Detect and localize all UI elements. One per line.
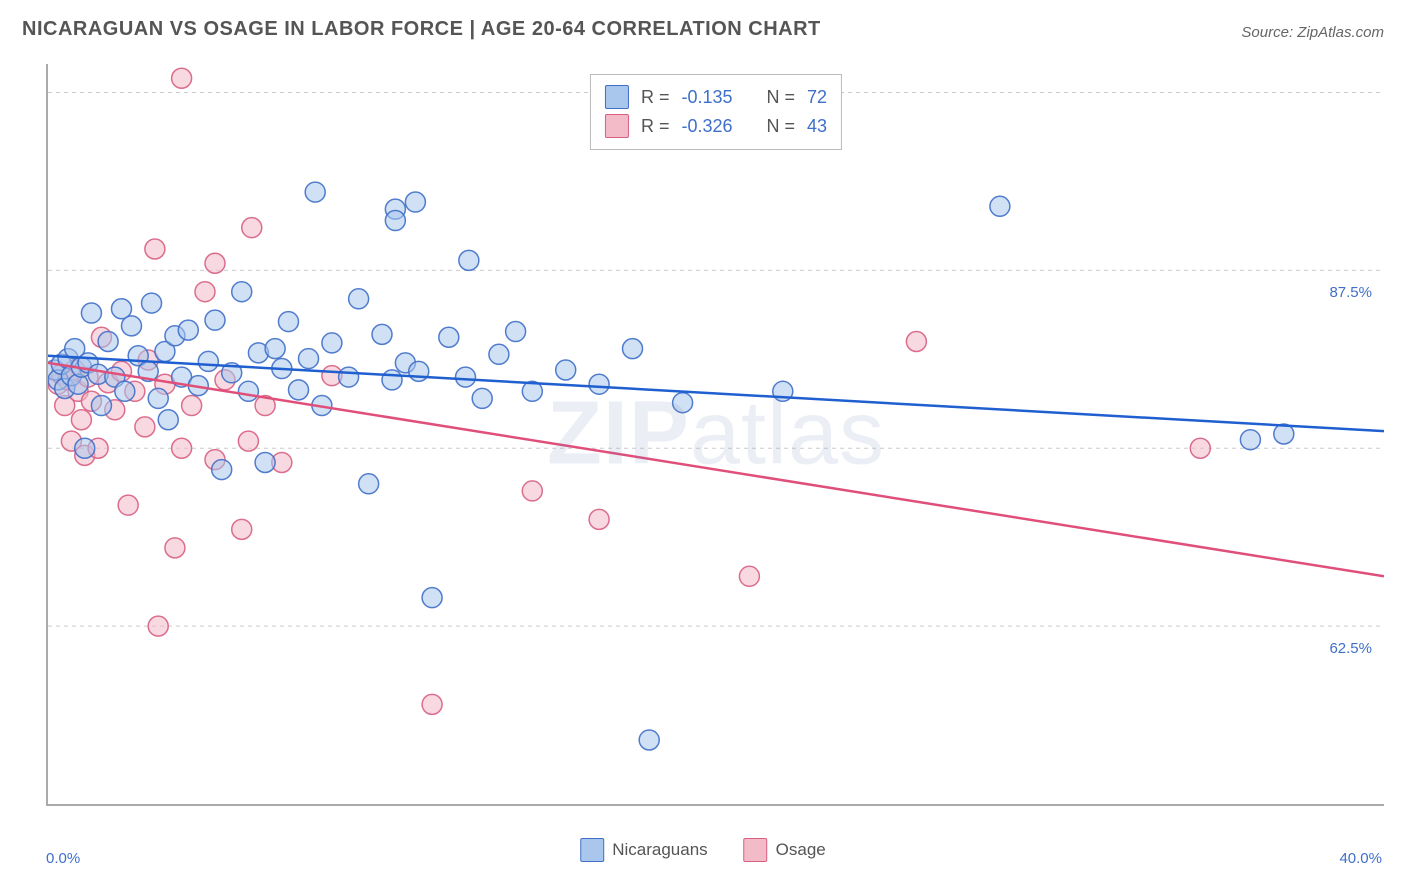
r-label: R = <box>641 83 670 112</box>
n-label: N = <box>767 112 796 141</box>
x-tick-min: 0.0% <box>46 850 80 867</box>
swatch-osage <box>605 114 629 138</box>
swatch-nicaraguans <box>605 85 629 109</box>
r-value-osage: -0.326 <box>681 112 732 141</box>
legend-row-osage: R = -0.326 N = 43 <box>605 112 827 141</box>
correlation-legend: R = -0.135 N = 72 R = -0.326 N = 43 <box>590 74 842 150</box>
y-tick-label: 87.5% <box>1329 284 1372 301</box>
r-value-nicaraguans: -0.135 <box>681 83 732 112</box>
n-label: N = <box>767 83 796 112</box>
r-label: R = <box>641 112 670 141</box>
source-name: ZipAtlas.com <box>1297 24 1384 41</box>
chart-title: NICARAGUAN VS OSAGE IN LABOR FORCE | AGE… <box>22 18 821 41</box>
scatter-svg <box>48 64 1384 804</box>
plot-area: ZIPatlas R = -0.135 N = 72 R = -0.326 N … <box>46 64 1384 806</box>
x-tick-max: 40.0% <box>1339 850 1382 867</box>
series-legend: Nicaraguans Osage <box>580 838 826 862</box>
chart-container: In Labor Force | Age 20-64 ZIPatlas R = … <box>0 60 1406 880</box>
legend-label-osage: Osage <box>776 840 826 860</box>
y-tick-label: 62.5% <box>1329 640 1372 657</box>
swatch-osage <box>744 838 768 862</box>
legend-item-nicaraguans: Nicaraguans <box>580 838 707 862</box>
legend-row-nicaraguans: R = -0.135 N = 72 <box>605 83 827 112</box>
source-prefix: Source: <box>1241 24 1297 41</box>
chart-header: NICARAGUAN VS OSAGE IN LABOR FORCE | AGE… <box>22 18 1384 41</box>
chart-source: Source: ZipAtlas.com <box>1241 24 1384 41</box>
legend-item-osage: Osage <box>744 838 826 862</box>
n-value-osage: 43 <box>807 112 827 141</box>
legend-label-nicaraguans: Nicaraguans <box>612 840 707 860</box>
n-value-nicaraguans: 72 <box>807 83 827 112</box>
swatch-nicaraguans <box>580 838 604 862</box>
